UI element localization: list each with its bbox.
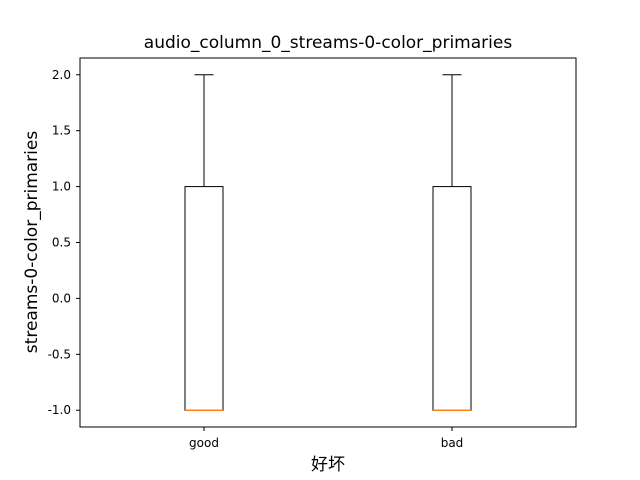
x-tick-label: bad xyxy=(441,436,464,450)
y-tick-label: 0.0 xyxy=(52,291,71,305)
y-tick-label: 0.5 xyxy=(52,236,71,250)
y-tick-label: -1.0 xyxy=(48,403,71,417)
x-axis: good bad xyxy=(189,427,463,450)
y-tick-label: 1.5 xyxy=(52,124,71,138)
y-tick-label: 1.0 xyxy=(52,180,71,194)
y-tick-label: 2.0 xyxy=(52,68,71,82)
x-tick-label: good xyxy=(189,436,219,450)
box-series xyxy=(184,74,472,411)
chart-title: audio_column_0_streams-0-color_primaries xyxy=(144,33,513,53)
y-axis: -1.0 -0.5 0.0 0.5 1.0 1.5 2.0 xyxy=(48,68,80,417)
x-axis-label: 好坏 xyxy=(311,455,345,475)
box-good xyxy=(184,74,224,411)
box-bad xyxy=(432,74,472,411)
y-axis-label: streams-0-color_primaries xyxy=(22,131,42,354)
y-tick-label: -0.5 xyxy=(48,347,71,361)
